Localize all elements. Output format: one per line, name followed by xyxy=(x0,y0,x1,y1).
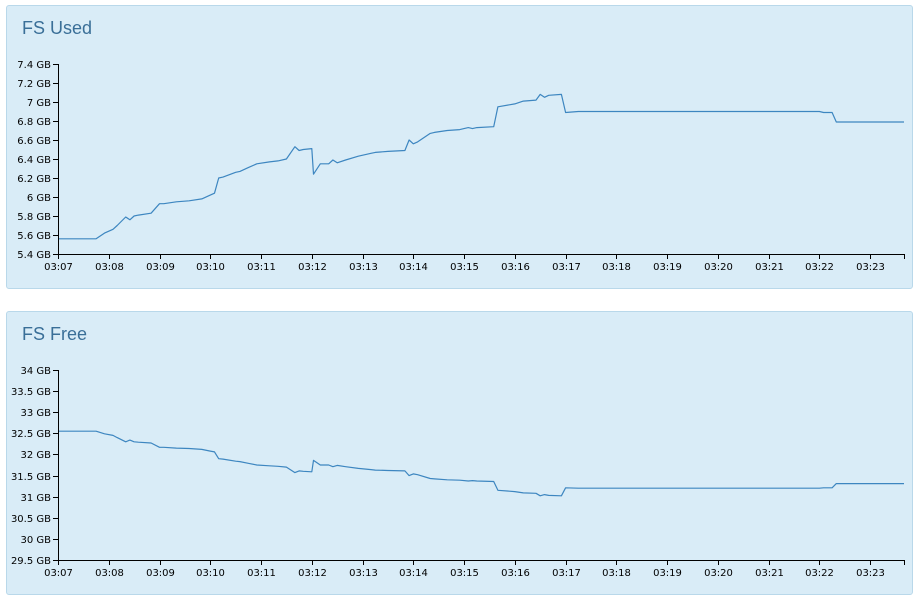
y-tick-label: 6.6 GB xyxy=(17,136,51,147)
x-tick-label: 03:07 xyxy=(44,262,73,273)
x-tick-label: 03:22 xyxy=(805,262,834,273)
axis-frame xyxy=(53,370,905,565)
x-tick-label: 03:16 xyxy=(501,262,530,273)
x-tick-label: 03:08 xyxy=(95,568,124,579)
fs-used-title: FS Used xyxy=(22,18,93,38)
y-tick-label: 30.5 GB xyxy=(11,514,51,525)
y-tick-label: 7 GB xyxy=(27,98,51,109)
x-tick-label: 03:11 xyxy=(247,262,276,273)
x-tick-label: 03:14 xyxy=(399,568,428,579)
y-tick-label: 7.2 GB xyxy=(17,79,51,90)
y-tick-label: 33 GB xyxy=(20,408,51,419)
x-tick-label: 03:20 xyxy=(704,568,733,579)
y-tick-label: 6.2 GB xyxy=(17,174,51,185)
x-tick-label: 03:08 xyxy=(95,262,124,273)
y-tick-label: 5.6 GB xyxy=(17,231,51,242)
x-tick-label: 03:15 xyxy=(450,262,479,273)
x-tick-label: 03:17 xyxy=(552,262,581,273)
x-tick-label: 03:17 xyxy=(552,568,581,579)
y-tick-label: 29.5 GB xyxy=(11,556,51,567)
y-tick-label: 5.8 GB xyxy=(17,212,51,223)
y-tick-label: 32.5 GB xyxy=(11,429,51,440)
fs-free-title: FS Free xyxy=(22,324,88,344)
y-tick-label: 6.8 GB xyxy=(17,117,51,128)
y-tick-label: 33.5 GB xyxy=(11,387,51,398)
fs-used-panel: FS Used 5.4 GB 5.6 GB 5.8 GB 6 GB 6.2 GB 6.4 … xyxy=(6,5,913,289)
y-tick-label: 6.4 GB xyxy=(17,155,51,166)
axis-frame xyxy=(53,64,905,259)
fs-used-chart: 5.4 GB 5.6 GB 5.8 GB 6 GB 6.2 GB 6.4 GB 6.6 GB… xyxy=(17,60,905,273)
x-tick-label: 03:14 xyxy=(399,262,428,273)
y-tick-label: 30 GB xyxy=(20,535,51,546)
y-tick-label: 32 GB xyxy=(20,450,51,461)
x-tick-label: 03:07 xyxy=(44,568,73,579)
x-tick-label: 03:13 xyxy=(349,568,378,579)
fs-free-panel: FS Free 29.5 GB 30 GB 30.5 GB 31 GB 31.5 GB 3… xyxy=(6,311,913,595)
y-tick-label: 5.4 GB xyxy=(17,250,51,261)
x-tick-label: 03:11 xyxy=(247,568,276,579)
x-tick-label: 03:12 xyxy=(298,262,327,273)
y-tick-label: 6 GB xyxy=(27,193,51,204)
x-tick-label: 03:19 xyxy=(653,568,682,579)
x-tick-label: 03:09 xyxy=(146,568,175,579)
x-tick-label: 03:20 xyxy=(704,262,733,273)
x-tick-label: 03:22 xyxy=(805,568,834,579)
x-tick-label: 03:16 xyxy=(501,568,530,579)
x-tick-label: 03:23 xyxy=(856,568,885,579)
series-line xyxy=(59,430,904,497)
x-tick-label: 03:21 xyxy=(755,262,784,273)
x-tick-label: 03:23 xyxy=(856,262,885,273)
x-tick-label: 03:15 xyxy=(450,568,479,579)
y-tick-label: 31 GB xyxy=(20,493,51,504)
y-tick-label: 31.5 GB xyxy=(11,472,51,483)
x-tick-label: 03:19 xyxy=(653,262,682,273)
x-tick-label: 03:18 xyxy=(602,262,631,273)
x-tick-label: 03:12 xyxy=(298,568,327,579)
y-tick-label: 34 GB xyxy=(20,366,51,377)
x-tick-label: 03:09 xyxy=(146,262,175,273)
x-tick-label: 03:21 xyxy=(755,568,784,579)
x-tick-label: 03:10 xyxy=(196,568,225,579)
x-tick-label: 03:13 xyxy=(349,262,378,273)
fs-free-chart: 29.5 GB 30 GB 30.5 GB 31 GB 31.5 GB 32 GB 32.5… xyxy=(11,366,905,579)
series-line xyxy=(59,93,904,240)
x-tick-label: 03:18 xyxy=(602,568,631,579)
y-tick-label: 7.4 GB xyxy=(17,60,51,71)
x-tick-label: 03:10 xyxy=(196,262,225,273)
